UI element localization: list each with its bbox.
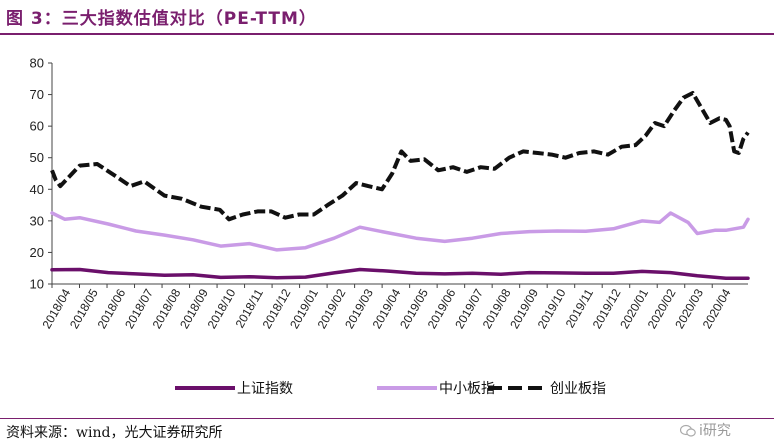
y-tick-label: 30: [30, 213, 44, 228]
series-line-0: [50, 267, 750, 281]
series-line-2: [50, 91, 750, 222]
axes: 10203040506070802018/042018/052018/06201…: [30, 56, 748, 331]
figure-title: 图 3：三大指数估值对比（PE-TTM）: [6, 9, 317, 29]
legend-label-2: 创业板指: [550, 381, 606, 397]
y-tick-label: 10: [30, 277, 44, 292]
pe-ttm-line-chart: 10203040506070802018/042018/052018/06201…: [30, 56, 750, 397]
chat-bubble-icon: [680, 424, 696, 437]
watermark-text: i研究: [699, 423, 731, 439]
y-tick-label: 70: [30, 87, 44, 102]
source-divider: [0, 418, 774, 419]
y-tick-label: 60: [30, 119, 44, 134]
y-tick-label: 40: [30, 182, 44, 197]
y-tick-label: 80: [30, 56, 44, 71]
y-tick-label: 20: [30, 245, 44, 260]
title-underline: [0, 33, 774, 35]
series-lines: [50, 91, 750, 281]
y-tick-label: 50: [30, 150, 44, 165]
series-line-1: [50, 211, 750, 252]
watermark: i研究: [680, 420, 731, 440]
legend-label-1: 中小板指: [439, 381, 495, 397]
source-note: 资料来源：wind，光大证券研究所: [6, 425, 223, 441]
legend-label-0: 上证指数: [237, 381, 293, 397]
legend: 上证指数 中小板指 创业板指: [175, 381, 606, 397]
